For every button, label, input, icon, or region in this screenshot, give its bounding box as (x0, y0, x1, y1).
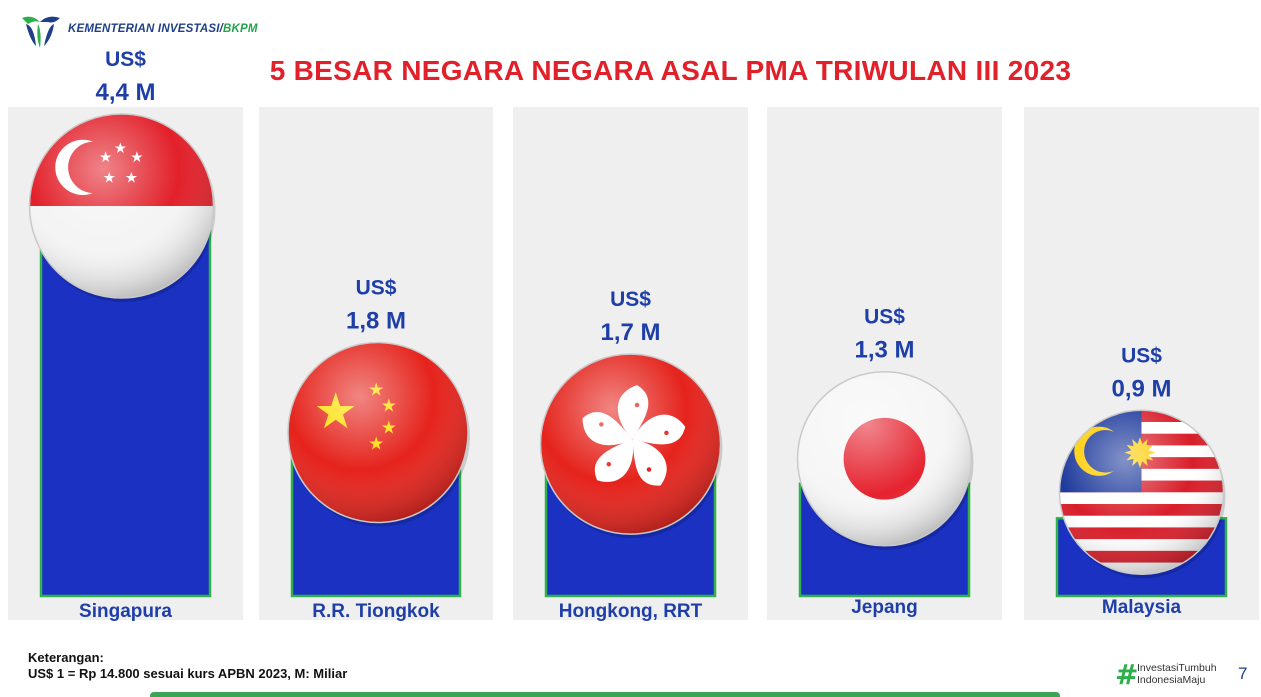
value-label: 1,7 M (600, 319, 660, 346)
footnote-title: Keterangan: (28, 650, 104, 665)
value-label: 1,8 M (346, 308, 406, 335)
category-label: Singapura (79, 601, 172, 622)
currency-label: US$ (610, 288, 651, 311)
category-label: Malaysia (1102, 597, 1182, 618)
value-label: 0,9 M (1111, 375, 1171, 402)
currency-label: US$ (356, 277, 397, 300)
currency-label: US$ (105, 48, 146, 71)
malaysia-flag-icon: ✹ (1058, 409, 1226, 579)
bottom-accent-bar (150, 692, 1060, 697)
china-flag-icon: ★★★★★ (287, 341, 470, 527)
hashtag-icon: # (1115, 658, 1139, 691)
singapore-flag-icon: ★★★★★ (28, 113, 216, 302)
value-label: 1,3 M (854, 337, 914, 364)
hong-kong-flag-icon (539, 353, 723, 539)
page-number: 7 (1238, 664, 1248, 683)
currency-label: US$ (1121, 344, 1162, 367)
hashtag-line-2: IndonesiaMaju (1137, 674, 1206, 686)
category-label: Hongkong, RRT (559, 601, 703, 622)
hashtag-line-1: InvestasiTumbuh (1137, 662, 1217, 674)
japan-flag-icon (796, 370, 974, 550)
value-label: 4,4 M (95, 79, 155, 106)
chart-title: 5 BESAR NEGARA NEGARA ASAL PMA TRIWULAN … (269, 55, 1072, 86)
category-label: R.R. Tiongkok (312, 601, 440, 622)
ministry-logo-icon (22, 16, 60, 48)
currency-label: US$ (864, 306, 905, 329)
footnote: Keterangan: US$ 1 = Rp 14.800 sesuai kur… (28, 650, 347, 682)
ministry-name: KEMENTERIAN INVESTASI/BKPM (68, 23, 258, 35)
category-label: Jepang (851, 597, 918, 618)
footnote-text: US$ 1 = Rp 14.800 sesuai kurs APBN 2023,… (28, 666, 348, 681)
